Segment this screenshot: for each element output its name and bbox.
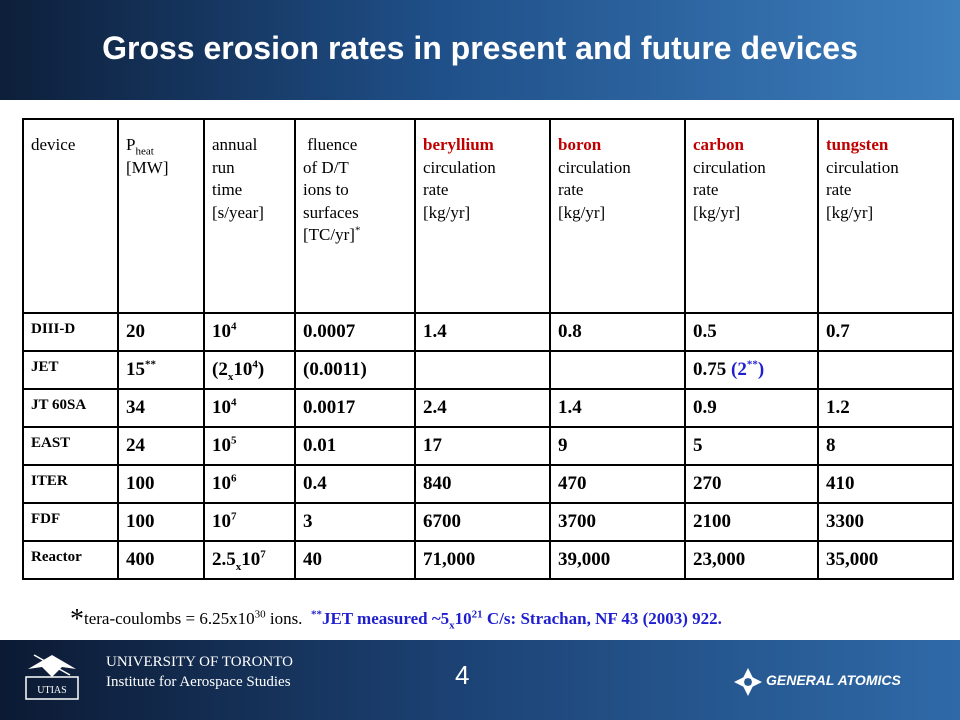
cell-tungsten: 35,000 <box>817 540 954 580</box>
cell-boron: 0.8 <box>549 312 686 352</box>
footnote-tera: tera-coulombs = 6.25x10 <box>84 609 255 628</box>
cell-runtime: 105 <box>203 426 296 466</box>
cell-pheat: 24 <box>117 426 205 466</box>
footnote-jet: **JET measured ~5x1021 C/s: Strachan, NF… <box>310 608 722 632</box>
slide-title: Gross erosion rates in present and futur… <box>102 30 858 66</box>
cell-beryllium: 840 <box>414 464 551 504</box>
cell-fluence: (0.0011) <box>294 350 416 390</box>
cell-pheat: 15** <box>117 350 205 390</box>
cell-carbon: 0.75 (2**) <box>684 350 819 390</box>
cell-tungsten: 1.2 <box>817 388 954 428</box>
cell-carbon: 23,000 <box>684 540 819 580</box>
footnote-star: * <box>70 604 84 635</box>
title-bar <box>0 0 960 100</box>
header-pheat: Pheat [MW] <box>117 118 205 314</box>
cell-pheat: 34 <box>117 388 205 428</box>
cell-beryllium: 2.4 <box>414 388 551 428</box>
cell-tungsten: 3300 <box>817 502 954 542</box>
cell-tungsten: 8 <box>817 426 954 466</box>
header-fluence: fluence of D/T ions to surfaces [TC/yr]* <box>294 118 416 314</box>
cell-runtime: (2x104) <box>203 350 296 390</box>
footnote: *tera-coulombs = 6.25x1030 ions. **JET m… <box>70 604 722 635</box>
cell-carbon: 0.5 <box>684 312 819 352</box>
table-row: EAST 24 105 0.01 17 9 5 8 <box>22 426 954 466</box>
table-row: JT 60SA 34 104 0.0017 2.4 1.4 0.9 1.2 <box>22 388 954 428</box>
cell-runtime: 106 <box>203 464 296 504</box>
cell-fluence: 0.0017 <box>294 388 416 428</box>
cell-beryllium: 1.4 <box>414 312 551 352</box>
cell-boron <box>549 350 686 390</box>
cell-fluence: 40 <box>294 540 416 580</box>
cell-device: Reactor <box>22 540 119 580</box>
cell-fluence: 0.0007 <box>294 312 416 352</box>
cell-fluence: 3 <box>294 502 416 542</box>
cell-device: JET <box>22 350 119 390</box>
cell-beryllium: 6700 <box>414 502 551 542</box>
cell-device: ITER <box>22 464 119 504</box>
cell-pheat: 400 <box>117 540 205 580</box>
footer-bar <box>0 640 960 720</box>
cell-tungsten: 410 <box>817 464 954 504</box>
table-header-row: device Pheat [MW] annual run time [s/year] f… <box>22 118 954 314</box>
table-row: FDF 100 107 3 6700 3700 2100 3300 <box>22 502 954 542</box>
table-row: DIII-D 20 104 0.0007 1.4 0.8 0.5 0.7 <box>22 312 954 352</box>
cell-pheat: 20 <box>117 312 205 352</box>
institute-name: Institute for Aerospace Studies <box>106 674 291 690</box>
cell-beryllium: 17 <box>414 426 551 466</box>
header-boron: boron circulation rate [kg/yr] <box>549 118 686 314</box>
table-row: Reactor 400 2.5x107 40 71,000 39,000 23,… <box>22 540 954 580</box>
cell-device: DIII-D <box>22 312 119 352</box>
institution-text: UNIVERSITY OF TORONTO Institute for Aero… <box>106 652 293 692</box>
cell-device: EAST <box>22 426 119 466</box>
header-device: device <box>22 118 119 314</box>
cell-beryllium: 71,000 <box>414 540 551 580</box>
cell-runtime: 104 <box>203 312 296 352</box>
cell-pheat: 100 <box>117 502 205 542</box>
cell-carbon: 0.9 <box>684 388 819 428</box>
header-tungsten: tungsten circulation rate [kg/yr] <box>817 118 954 314</box>
table-row: JET 15** (2x104) (0.0011) 0.75 (2**) <box>22 350 954 390</box>
cell-runtime: 107 <box>203 502 296 542</box>
header-beryllium: beryllium circulation rate [kg/yr] <box>414 118 551 314</box>
cell-tungsten: 0.7 <box>817 312 954 352</box>
cell-boron: 3700 <box>549 502 686 542</box>
page-number: 4 <box>455 660 470 690</box>
general-atomics-text: GENERAL ATOMICS <box>766 672 901 688</box>
cell-tungsten <box>817 350 954 390</box>
erosion-table: device Pheat [MW] annual run time [s/year] f… <box>22 118 954 580</box>
cell-runtime: 104 <box>203 388 296 428</box>
header-carbon: carbon circulation rate [kg/yr] <box>684 118 819 314</box>
cell-beryllium <box>414 350 551 390</box>
cell-carbon: 5 <box>684 426 819 466</box>
cell-boron: 39,000 <box>549 540 686 580</box>
utias-logo: UTIAS <box>25 654 79 700</box>
svg-text:UTIAS: UTIAS <box>37 685 66 696</box>
cell-device: JT 60SA <box>22 388 119 428</box>
university-name: UNIVERSITY OF TORONTO <box>106 654 293 670</box>
cell-boron: 1.4 <box>549 388 686 428</box>
cell-runtime: 2.5x107 <box>203 540 296 580</box>
cell-fluence: 0.01 <box>294 426 416 466</box>
cell-pheat: 100 <box>117 464 205 504</box>
table-row: ITER 100 106 0.4 840 470 270 410 <box>22 464 954 504</box>
cell-carbon: 270 <box>684 464 819 504</box>
cell-carbon: 2100 <box>684 502 819 542</box>
header-runtime: annual run time [s/year] <box>203 118 296 314</box>
cell-boron: 470 <box>549 464 686 504</box>
cell-boron: 9 <box>549 426 686 466</box>
cell-fluence: 0.4 <box>294 464 416 504</box>
general-atomics-logo <box>734 668 762 696</box>
cell-device: FDF <box>22 502 119 542</box>
